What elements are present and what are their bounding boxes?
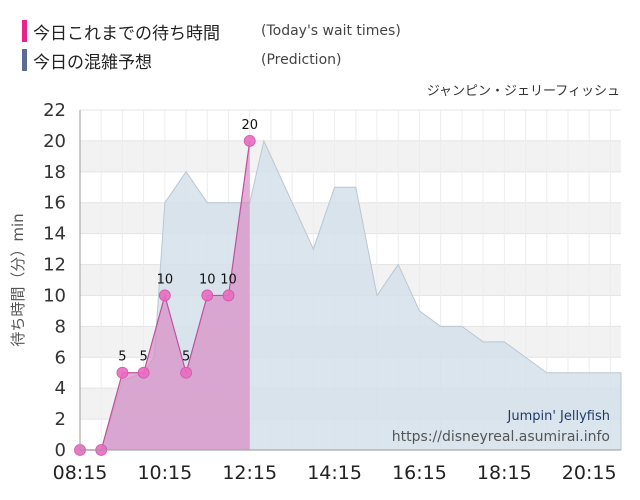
data-label: 10	[220, 272, 237, 287]
x-tick-label: 10:15	[137, 462, 192, 484]
data-point	[243, 135, 256, 147]
y-tick-label: 16	[43, 193, 66, 214]
y-tick-label: 14	[43, 224, 66, 245]
data-point	[180, 366, 192, 379]
data-label: 10	[157, 272, 174, 287]
x-tick-label: 08:15	[53, 462, 108, 484]
y-tick-label: 8	[55, 316, 66, 337]
x-tick-label: 16:15	[392, 462, 447, 484]
y-tick-label: 2	[55, 409, 66, 430]
x-tick-label: 14:15	[307, 462, 362, 484]
y-tick-label: 0	[55, 440, 66, 461]
attraction-name: ジャンピン・ジェリーフィッシュ	[426, 84, 620, 99]
legend-actual-note: (Today's wait times)	[261, 23, 401, 39]
data-point	[222, 289, 235, 302]
x-tick-label: 18:15	[477, 462, 532, 484]
y-tick-label: 18	[43, 162, 66, 183]
legend-prediction-label: 今日の混雑予想	[33, 52, 152, 73]
data-point	[201, 289, 214, 302]
y-tick-label: 22	[43, 100, 66, 121]
data-label: 5	[182, 350, 190, 365]
actual-wait-area	[74, 135, 256, 456]
x-tick-label: 20:15	[562, 462, 617, 484]
legend-actual-label: 今日これまでの待ち時間	[33, 23, 220, 44]
legend-actual-swatch	[22, 20, 27, 42]
data-label: 5	[140, 350, 148, 365]
y-tick-label: 6	[55, 347, 66, 368]
data-point	[137, 366, 150, 379]
y-tick-label: 12	[43, 255, 66, 276]
watermark-title: Jumpin' Jellyfish	[507, 409, 611, 424]
data-label: 10	[199, 272, 216, 287]
legend-actual: 今日これまでの待ち時間 (Today's wait times)	[22, 18, 401, 44]
y-tick-label: 10	[43, 285, 66, 306]
y-axis-label: 待ち時間（分）min	[9, 213, 27, 346]
x-tick-label: 12:15	[222, 462, 277, 484]
axes: 0 2 4 6 8 10 12 14 16 18 20 22 08:15 10:15 12:15 14:15 1…	[43, 100, 621, 484]
watermark-url: https://disneyreal.asumirai.info	[392, 429, 610, 445]
grid-band	[80, 140, 621, 172]
legend-prediction: 今日の混雑予想 (Prediction)	[22, 47, 341, 73]
data-label: 20	[241, 118, 258, 133]
data-point	[158, 289, 171, 302]
y-tick-label: 20	[43, 131, 66, 152]
data-point	[116, 366, 129, 379]
legend-prediction-swatch	[22, 49, 27, 71]
legend-prediction-note: (Prediction)	[261, 52, 342, 68]
y-tick-label: 4	[55, 378, 66, 399]
data-label: 5	[118, 350, 126, 365]
